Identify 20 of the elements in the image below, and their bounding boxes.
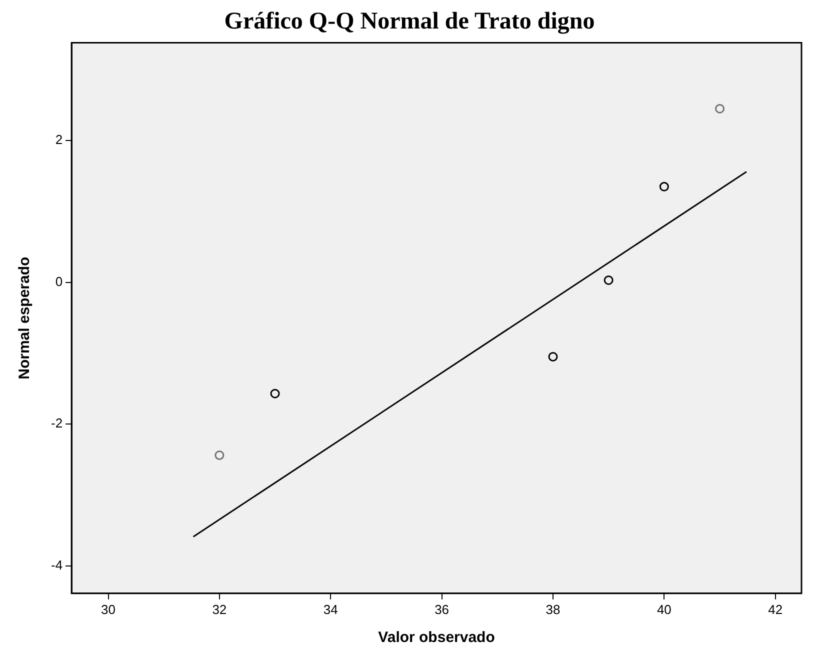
point	[715, 104, 725, 114]
x-tick-label: 32	[212, 602, 227, 617]
y-tick-label: -2	[50, 416, 63, 431]
point	[214, 450, 224, 460]
y-tick-label: 2	[55, 132, 63, 148]
x-tick-label: 38	[546, 602, 560, 617]
point	[548, 352, 558, 362]
point	[604, 275, 614, 285]
y-axis-title: Normal esperado	[16, 256, 34, 380]
x-axis-title: Valor observado	[378, 629, 495, 646]
x-tick-label: 42	[768, 602, 783, 617]
point	[270, 388, 280, 398]
chart-title: Gráfico Q-Q Normal de Trato digno	[224, 8, 595, 35]
x-tick-label: 30	[101, 602, 116, 617]
y-tick-label: 0	[55, 274, 63, 289]
point	[659, 182, 669, 192]
y-tick-label: -4	[50, 557, 63, 572]
x-tick-label: 36	[434, 602, 450, 617]
x-tick-label: 40	[656, 602, 672, 617]
x-tick-label: 34	[323, 602, 338, 617]
